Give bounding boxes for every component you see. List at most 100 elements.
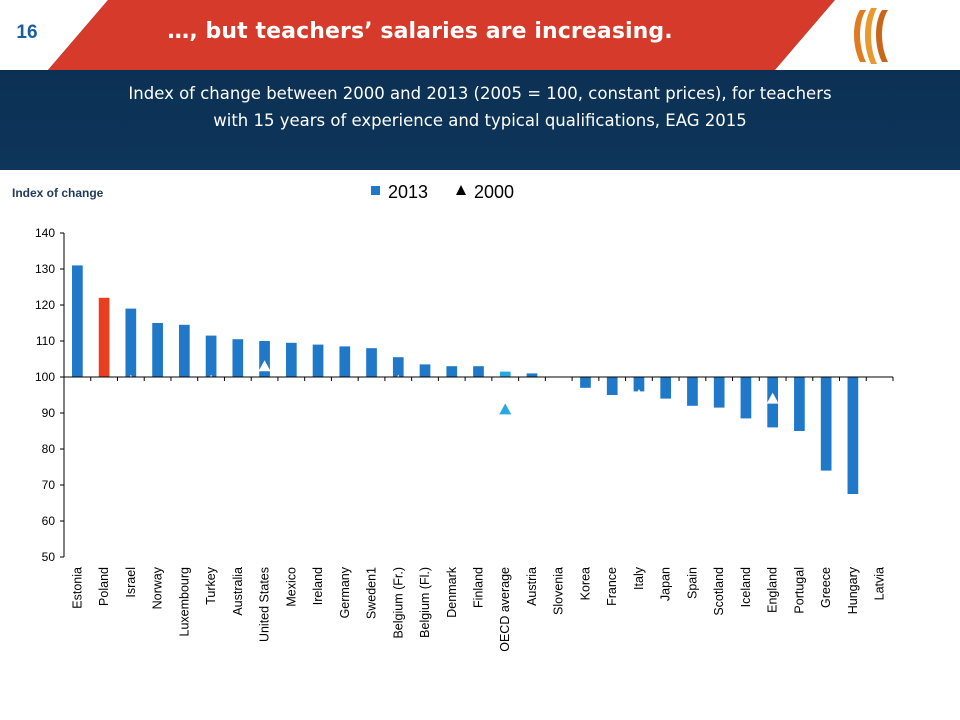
legend-swatch-2013 [371,186,380,195]
oecd-logo-icon [854,8,888,64]
bar-2013 [606,377,618,395]
bar-2013 [526,373,538,377]
category-label: Iceland [739,567,753,607]
category-label: Slovenia [552,567,566,615]
legend-triangle-icon [456,185,466,195]
bar-2013 [285,342,297,377]
category-label: Ireland [311,567,325,605]
bar-2013 [740,377,752,419]
category-label: Finland [472,567,486,608]
marker-2000 [258,360,271,372]
y-tick-label: 50 [42,550,56,564]
category-label: United States [258,567,272,642]
category-label: Luxembourg [177,567,191,637]
category-label: Germany [338,566,352,618]
y-tick-label: 80 [42,442,56,456]
marker-2000 [71,425,84,436]
category-label: Portugal [792,567,806,614]
bar-2013 [687,377,698,406]
bar-2013 [633,377,645,392]
bar-2013 [392,357,404,377]
marker-2000 [632,389,645,400]
bar-2013 [713,377,725,408]
category-label: OECD average [498,567,512,652]
marker-2000 [285,417,298,429]
slide-headline: …, but teachers’ salaries are increasing… [167,19,673,44]
category-label: Austria [525,567,539,606]
y-tick-label: 130 [35,262,55,276]
marker-2000 [499,403,512,415]
slide-number-panel [0,0,108,70]
category-label: Scotland [712,567,726,616]
category-label: Japan [659,567,673,601]
category-label: Hungary [846,566,860,614]
category-label: Italy [632,566,646,590]
bar-2013 [847,377,859,494]
y-tick-label: 60 [42,514,56,528]
category-label: Belgium (Fr.) [391,567,405,639]
marker-2000 [873,466,886,478]
y-tick-label: 120 [35,298,55,312]
bar-2013 [499,371,511,377]
category-label: Sweden1 [365,567,379,619]
marker-2000 [419,381,432,393]
chart-legend: 2013 2000 [371,182,514,202]
bar-2013 [259,341,270,377]
bar-2013 [152,323,163,377]
category-label: Belgium (Fl.) [418,567,432,638]
category-label: Denmark [445,566,459,617]
bar-2013 [419,364,431,377]
category-label: Turkey [204,566,218,604]
y-tick-label: 90 [42,406,56,420]
category-label: Norway [151,566,165,609]
bar-2013 [366,348,377,377]
category-label: England [766,567,780,613]
marker-2000 [445,392,458,404]
marker-2000 [392,374,405,386]
y-tick-label: 100 [35,370,55,384]
bar-2013 [794,377,805,431]
category-label: Greece [819,567,833,608]
bar-2013 [312,344,324,377]
category-label: Spain [685,567,699,599]
bar-2013 [473,366,484,377]
legend-label-2013: 2013 [388,182,428,202]
y-axis-title: Index of change [12,186,104,200]
subtitle-line-2: with 15 years of experience and typical … [213,111,747,130]
category-label: Australia [231,567,245,616]
category-label: Latvia [873,567,887,600]
bar-2013 [820,377,832,471]
plot-area: 50 60 70 80 90 100 110 120 130 140 Estonia Poland Is… [35,226,894,652]
category-label: France [605,567,619,606]
marker-2000 [312,432,325,444]
bar-2013 [205,335,217,377]
marker-2000 [525,416,538,427]
headline-banner [48,0,835,70]
marker-2000 [552,421,565,433]
marker-2000 [846,504,859,516]
y-tick-label: 140 [35,226,55,240]
category-label: Korea [578,567,592,600]
bar-2013 [125,308,137,377]
marker-2000 [205,374,218,386]
bar-2013 [339,346,351,377]
marker-2000 [713,439,726,451]
category-label: Mexico [284,567,298,607]
bar-2013 [446,366,458,377]
category-label: Estonia [70,567,84,609]
bar-2013 [580,377,591,388]
marker-2000 [606,353,619,364]
category-label: Israel [124,567,138,598]
marker-2000 [472,414,485,426]
bar-2013 [660,377,672,399]
chart-subtitle: Index of change between 2000 and 2013 (2… [40,80,920,134]
bar-2013 [232,339,244,377]
bar-chart: Index of change 2013 2000 50 60 70 80 90 100 1… [12,182,894,652]
title-banner [0,0,960,70]
legend-label-2000: 2000 [474,182,514,202]
bar-2013 [98,297,110,377]
marker-2000 [124,374,137,386]
bar-2013 [178,324,190,377]
y-tick-label: 110 [36,334,55,348]
chart-panel [0,170,960,720]
